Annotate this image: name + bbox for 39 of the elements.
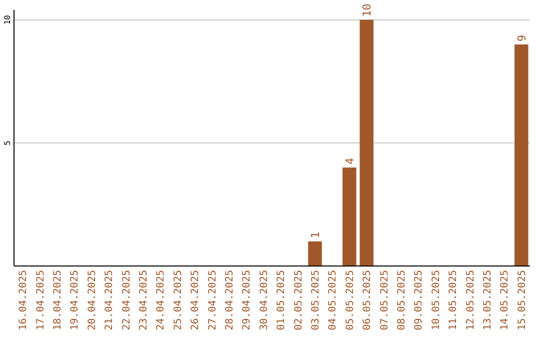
- x-tick-label: 22.04.2025: [121, 270, 132, 330]
- x-tick-label: 15.05.2025: [516, 270, 528, 330]
- x-tick-label: 13.05.2025: [482, 270, 494, 330]
- x-tick-label: 10.05.2025: [430, 270, 442, 330]
- x-tick-label: 07.05.2025: [379, 270, 390, 330]
- x-tick-label: 06.05.2025: [362, 270, 374, 330]
- x-tick-label: 03.05.2025: [310, 270, 322, 330]
- data-label: 9: [515, 34, 528, 42]
- x-tick-label: 23.04.2025: [138, 270, 150, 330]
- x-tick-label: 02.05.2025: [293, 270, 304, 330]
- x-tick-label: 05.05.2025: [344, 270, 356, 330]
- x-tick-label: 19.04.2025: [70, 270, 81, 330]
- x-tick-label: 08.05.2025: [396, 270, 408, 330]
- data-label: 1: [309, 232, 322, 238]
- bar: [360, 20, 374, 266]
- x-tick-label: 09.05.2025: [414, 270, 425, 330]
- y-tick-label: 5: [3, 140, 12, 146]
- x-tick-label: 26.04.2025: [190, 270, 202, 330]
- x-tick-label: 12.05.2025: [465, 270, 476, 330]
- bar: [514, 44, 528, 266]
- bar: [308, 241, 322, 266]
- x-tick-label: 16.04.2025: [18, 270, 30, 330]
- data-label: 10: [360, 4, 374, 17]
- bar: [342, 168, 356, 266]
- x-tick-label: 30.04.2025: [258, 270, 270, 330]
- x-tick-label: 20.04.2025: [86, 270, 98, 330]
- x-tick-label: 14.05.2025: [500, 270, 511, 330]
- x-tick-label: 28.04.2025: [224, 270, 236, 330]
- x-tick-label: 21.04.2025: [104, 270, 116, 330]
- x-tick-label: 17.04.2025: [35, 270, 46, 330]
- x-tick-label: 01.05.2025: [276, 270, 288, 330]
- data-label: 4: [343, 158, 356, 165]
- x-tick-label: 04.05.2025: [328, 270, 339, 330]
- x-tick-label: 25.04.2025: [172, 270, 184, 330]
- x-tick-label: 24.04.2025: [156, 270, 167, 330]
- x-tick-label: 11.05.2025: [448, 270, 460, 330]
- x-tick-label: 18.04.2025: [52, 270, 64, 330]
- x-tick-label: 29.04.2025: [242, 270, 253, 330]
- x-tick-label: 27.04.2025: [207, 270, 218, 330]
